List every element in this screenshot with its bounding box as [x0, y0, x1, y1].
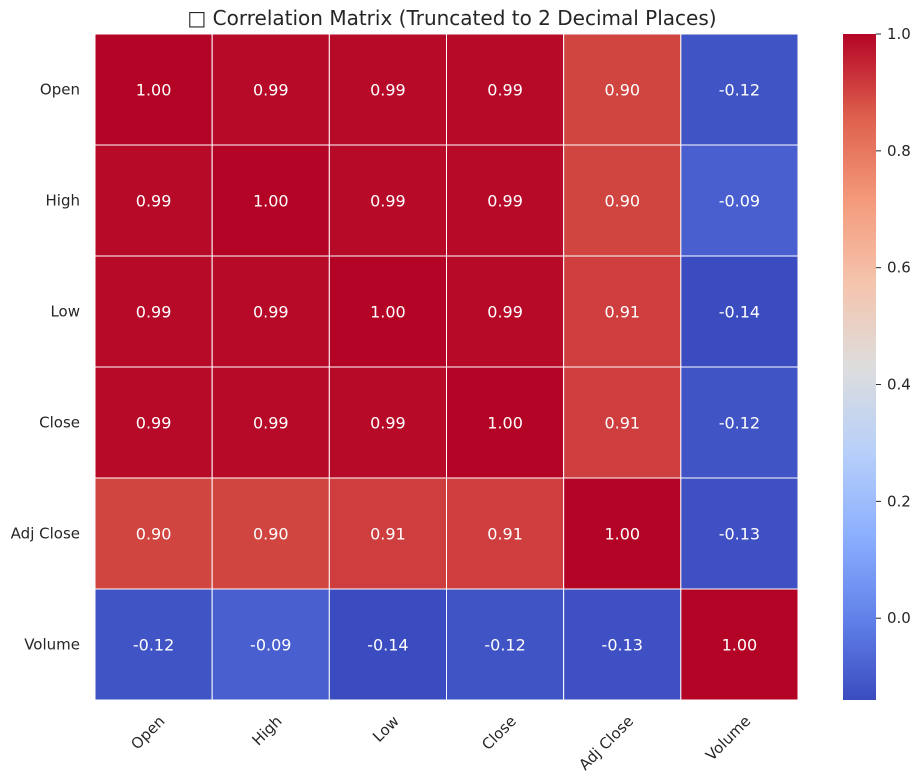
cell-value-label: 1.00 — [370, 303, 406, 322]
column-tick-label: Adj Close — [575, 712, 637, 774]
heatmap-cell — [446, 33, 565, 146]
cell-value-label: 0.99 — [253, 303, 289, 322]
colorbar-tick-label: 1.0 — [887, 25, 911, 43]
heatmap-cell — [446, 144, 565, 257]
cell-value-label: 1.00 — [604, 525, 640, 544]
heatmap-cell — [211, 144, 330, 257]
cell-value-label: 0.99 — [370, 81, 406, 100]
row-tick-label: Low — [50, 303, 80, 321]
cell-value-label: -0.09 — [719, 192, 760, 211]
heatmap-cell — [94, 366, 213, 479]
row-tick-labels: Open High Low Close Adj Close Volume — [11, 81, 80, 654]
heatmap-cell — [563, 33, 682, 146]
cell-value-label: -0.12 — [133, 636, 174, 655]
cell-value-label: 0.99 — [487, 303, 523, 322]
row-tick-label: Adj Close — [11, 525, 80, 543]
cell-value-label: 0.91 — [604, 414, 640, 433]
heatmap-cell — [563, 255, 682, 368]
heatmap-cell — [446, 366, 565, 479]
heatmap-cell — [328, 255, 448, 368]
heatmap-cell — [680, 33, 799, 146]
cell-value-label: 0.99 — [487, 192, 523, 211]
cell-value-label: 0.99 — [487, 81, 523, 100]
column-tick-label: Low — [369, 712, 403, 746]
cell-value-label: 0.99 — [370, 192, 406, 211]
cell-value-label: 0.90 — [604, 81, 640, 100]
colorbar-tick-label: 0.0 — [887, 609, 911, 627]
heatmap-cell — [94, 477, 213, 590]
row-tick-label: Open — [40, 81, 80, 99]
heatmap-cell — [446, 477, 565, 590]
cell-value-label: 1.00 — [487, 414, 523, 433]
colorbar-tick-label: 0.4 — [887, 376, 911, 394]
cell-value-label: -0.14 — [367, 636, 408, 655]
colorbar: 0.0 0.2 0.4 0.6 0.8 1.0 — [843, 25, 911, 700]
heatmap-cell — [328, 366, 448, 479]
heatmap-cell — [211, 33, 330, 146]
cell-value-label: -0.12 — [719, 81, 760, 100]
row-tick-label: High — [46, 192, 80, 210]
cell-value-label: 1.00 — [253, 192, 289, 211]
cell-value-label: -0.09 — [250, 636, 291, 655]
heatmap-cell — [211, 366, 330, 479]
heatmap-cell — [680, 477, 799, 590]
cell-value-label: -0.12 — [484, 636, 525, 655]
heatmap-cells: 1.00 0.99 0.99 0.99 0.90 -0.12 0.99 1.00 0.99 0.9… — [94, 33, 799, 701]
cell-value-label: -0.13 — [602, 636, 643, 655]
heatmap-cell — [563, 588, 682, 701]
column-tick-labels: Open High Low Close Adj Close Volume — [127, 712, 754, 774]
cell-value-label: 1.00 — [722, 636, 758, 655]
cell-value-label: -0.13 — [719, 525, 760, 544]
heatmap-cell — [680, 255, 799, 368]
colorbar-tick-label: 0.8 — [887, 142, 911, 160]
cell-value-label: 0.91 — [487, 525, 523, 544]
column-tick-label: Close — [478, 712, 520, 754]
cell-value-label: 1.00 — [136, 81, 172, 100]
cell-value-label: 0.99 — [136, 192, 172, 211]
cell-value-label: 0.90 — [604, 192, 640, 211]
heatmap-cell — [211, 255, 330, 368]
heatmap-cell — [328, 33, 448, 146]
cell-value-label: 0.99 — [370, 414, 406, 433]
column-tick-label: High — [248, 712, 285, 749]
cell-value-label: 0.99 — [136, 414, 172, 433]
heatmap-cell — [680, 366, 799, 479]
heatmap-cell — [680, 144, 799, 257]
colorbar-tick-label: 0.6 — [887, 259, 911, 277]
row-tick-label: Close — [39, 414, 80, 432]
heatmap-cell — [94, 588, 213, 701]
cell-value-label: 0.99 — [136, 303, 172, 322]
cell-value-label: 0.90 — [136, 525, 172, 544]
row-tick-label: Volume — [24, 636, 80, 654]
colorbar-gradient — [843, 34, 876, 700]
cell-value-label: -0.12 — [719, 414, 760, 433]
heatmap-cell — [563, 366, 682, 479]
column-tick-label: Open — [127, 712, 168, 753]
heatmap-cell — [680, 588, 799, 701]
heatmap-cell — [446, 588, 565, 701]
colorbar-tick-label: 0.2 — [887, 492, 911, 510]
heatmap-cell — [446, 255, 565, 368]
cell-value-label: 0.90 — [253, 525, 289, 544]
heatmap-cell — [328, 477, 448, 590]
cell-value-label: -0.14 — [719, 303, 760, 322]
cell-value-label: 0.91 — [370, 525, 406, 544]
column-tick-label: Volume — [702, 712, 754, 764]
heatmap-cell — [94, 33, 213, 146]
chart-title: □ Correlation Matrix (Truncated to 2 Dec… — [187, 6, 716, 30]
heatmap-cell — [94, 255, 213, 368]
cell-value-label: 0.91 — [604, 303, 640, 322]
cell-value-label: 0.99 — [253, 414, 289, 433]
cell-value-label: 0.99 — [253, 81, 289, 100]
heatmap-cell — [563, 477, 682, 590]
